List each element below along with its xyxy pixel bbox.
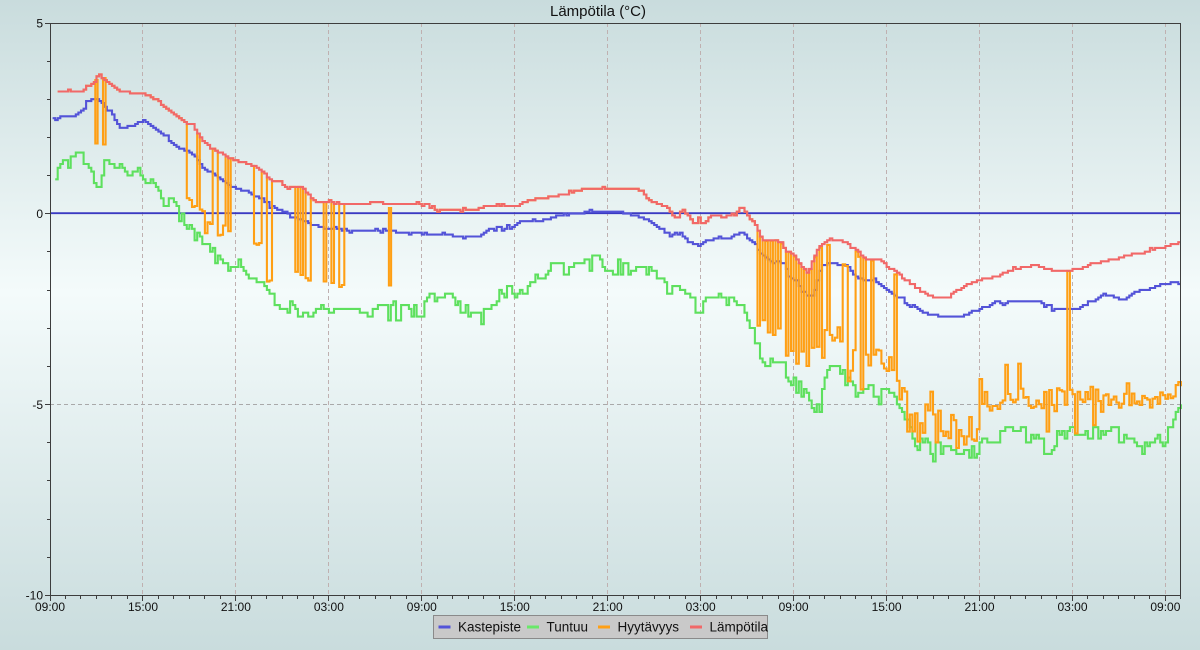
svg-text:03:00: 03:00	[314, 600, 344, 614]
svg-text:-10: -10	[26, 589, 44, 603]
svg-text:15:00: 15:00	[872, 600, 902, 614]
svg-text:03:00: 03:00	[686, 600, 716, 614]
svg-text:15:00: 15:00	[128, 600, 158, 614]
svg-text:5: 5	[36, 16, 43, 30]
svg-text:Kastepiste: Kastepiste	[458, 620, 521, 635]
svg-text:21:00: 21:00	[593, 600, 623, 614]
svg-text:-5: -5	[32, 398, 43, 412]
svg-text:21:00: 21:00	[221, 600, 251, 614]
svg-text:09:00: 09:00	[779, 600, 809, 614]
svg-text:03:00: 03:00	[1057, 600, 1087, 614]
svg-text:Lämpötila (°C): Lämpötila (°C)	[550, 3, 646, 20]
svg-text:09:00: 09:00	[1150, 600, 1180, 614]
svg-text:09:00: 09:00	[407, 600, 437, 614]
svg-text:09:00: 09:00	[35, 600, 65, 614]
svg-text:Lämpötila: Lämpötila	[710, 620, 769, 635]
svg-text:Tuntuu: Tuntuu	[547, 620, 589, 635]
svg-text:0: 0	[36, 207, 43, 221]
svg-text:15:00: 15:00	[500, 600, 530, 614]
svg-text:21:00: 21:00	[964, 600, 994, 614]
svg-text:Hyytävyys: Hyytävyys	[618, 620, 680, 635]
